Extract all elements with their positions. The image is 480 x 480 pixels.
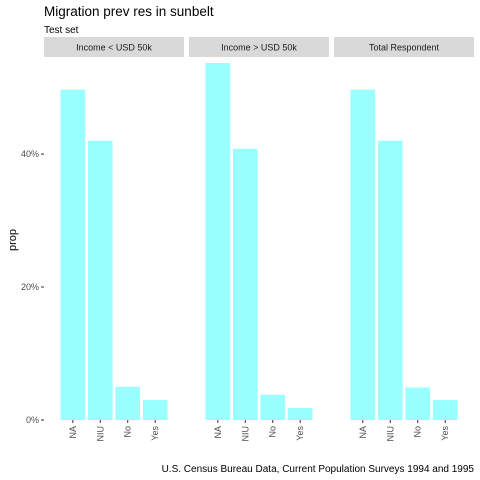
facet-panel: Total Respondent NA NIU No Yes: [334, 37, 474, 442]
x-tick-label: Yes: [150, 426, 160, 441]
y-axis: 0% 20% 40%: [21, 149, 44, 425]
y-tick-label: 0%: [26, 415, 39, 425]
x-tick-label: NA: [68, 426, 78, 439]
x-tick-label: No: [123, 426, 133, 438]
bar: [142, 400, 168, 420]
y-axis-title: prop: [7, 229, 19, 251]
facet-panel: Income > USD 50k NA NIU No Yes: [189, 37, 329, 442]
chart-title: Migration prev res in sunbelt: [44, 4, 214, 19]
x-tick-label: NIU: [240, 426, 250, 442]
bar: [432, 400, 458, 420]
bar: [260, 394, 286, 420]
x-tick-label: Yes: [295, 426, 305, 441]
x-tick-label: NA: [213, 426, 223, 439]
facet-strip: [189, 37, 329, 57]
x-tick-label: No: [268, 426, 278, 438]
facet-strip-label: Total Respondent: [369, 43, 440, 53]
bar: [377, 140, 403, 420]
chart-subtitle: Test set: [44, 25, 79, 36]
bar: [232, 148, 258, 420]
bar: [205, 62, 231, 420]
bar: [87, 140, 113, 420]
y-tick-label: 20%: [21, 282, 39, 292]
bar: [405, 387, 431, 420]
facet-strip: [44, 37, 184, 57]
x-tick-label: NA: [358, 426, 368, 439]
x-tick-label: NIU: [385, 426, 395, 442]
bar: [287, 408, 313, 420]
x-tick-label: Yes: [440, 426, 450, 441]
x-tick-label: NIU: [95, 426, 105, 442]
bar: [60, 89, 86, 420]
facet-strip-label: Income > USD 50k: [221, 43, 297, 53]
facet-strip-label: Income < USD 50k: [76, 43, 152, 53]
facet-strip: [334, 37, 474, 57]
bar: [350, 89, 376, 420]
x-tick-label: No: [413, 426, 423, 438]
y-tick-label: 40%: [21, 149, 39, 159]
bar: [115, 386, 141, 420]
facet-panel: Income < USD 50k NA NIU No Yes: [44, 37, 184, 442]
chart-caption: U.S. Census Bureau Data, Current Populat…: [162, 464, 475, 475]
